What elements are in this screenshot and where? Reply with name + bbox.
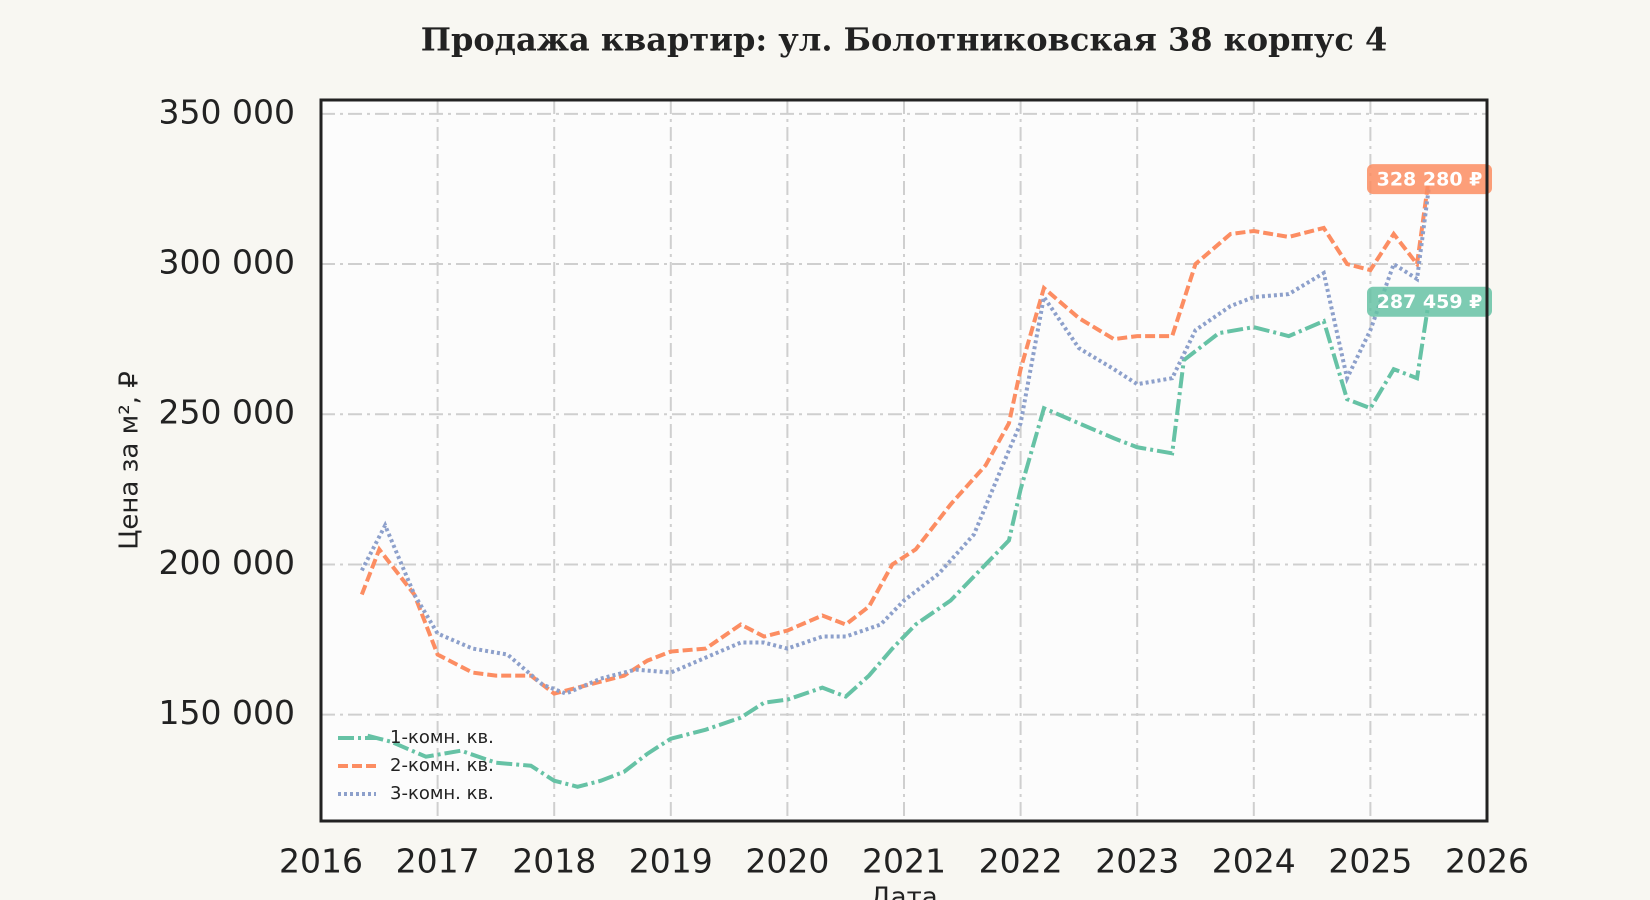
y-tick-label: 300 000 xyxy=(159,243,295,282)
y-tick-label: 200 000 xyxy=(159,543,295,582)
x-tick-label: 2020 xyxy=(745,842,829,881)
x-tick-label: 2018 xyxy=(512,842,596,881)
x-tick-label: 2019 xyxy=(629,842,713,881)
x-tick-label: 2016 xyxy=(279,842,363,881)
x-tick-label: 2023 xyxy=(1095,842,1179,881)
y-tick-label: 250 000 xyxy=(159,393,295,432)
end-label: 328 280 ₽ xyxy=(1377,169,1483,191)
chart-title: Продажа квартир: ул. Болотниковская 38 к… xyxy=(421,21,1388,59)
series-line xyxy=(360,188,1431,696)
x-axis-label: Дата xyxy=(870,883,937,900)
x-tick-label: 2025 xyxy=(1328,842,1412,881)
x-tick-label: 2017 xyxy=(396,842,480,881)
series-line xyxy=(367,301,1431,789)
series-line xyxy=(359,178,1431,696)
x-tick-label: 2022 xyxy=(979,842,1063,881)
end-label: 287 459 ₽ xyxy=(1377,291,1483,313)
y-tick-label: 350 000 xyxy=(159,92,295,131)
y-axis-label: Цена за м², ₽ xyxy=(115,371,145,550)
legend-label: 1-комн. кв. xyxy=(390,727,494,748)
x-tick-label: 2024 xyxy=(1212,842,1296,881)
x-tick-label: 2021 xyxy=(862,842,946,881)
x-tick-label: 2026 xyxy=(1445,842,1529,881)
end-label-box xyxy=(1367,286,1492,317)
plot-frame xyxy=(319,98,1489,823)
y-tick-label: 150 000 xyxy=(159,693,295,732)
legend-label: 2-комн. кв. xyxy=(390,755,494,776)
end-label-box xyxy=(1367,164,1492,195)
legend-label: 3-комн. кв. xyxy=(390,783,494,804)
